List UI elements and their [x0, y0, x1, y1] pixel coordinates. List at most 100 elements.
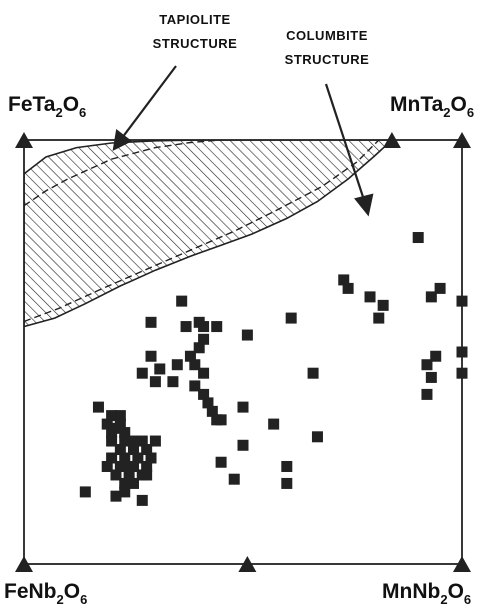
square-marker [110, 469, 122, 481]
square-marker [128, 477, 139, 489]
tapiolite-arrowhead [112, 129, 133, 151]
square-marker [425, 371, 437, 383]
square-marker [434, 282, 446, 294]
square-marker [189, 380, 201, 392]
square-marker [128, 444, 139, 456]
square-marker [92, 401, 104, 413]
square-marker [128, 435, 139, 447]
square-marker [145, 350, 157, 362]
square-marker [101, 418, 113, 430]
corner-label-top-right: MnTa2O6 [390, 93, 474, 120]
square-marker [184, 350, 196, 362]
columbite-arrow [324, 83, 366, 201]
square-marker [456, 346, 468, 358]
square-marker [114, 444, 126, 456]
square-marker [430, 350, 442, 362]
square-marker [136, 494, 148, 506]
square-marker [141, 469, 153, 481]
square-marker [281, 460, 293, 472]
square-marker [342, 282, 354, 294]
square-marker [311, 431, 323, 443]
columbite-label-line1: COLUMBITE [286, 28, 368, 43]
square-marker [364, 291, 376, 303]
square-marker [106, 435, 118, 447]
tapiolite-label-line1: TAPIOLITE [159, 12, 230, 27]
square-marker [198, 367, 210, 379]
square-marker [412, 232, 424, 244]
square-marker [149, 376, 161, 388]
square-marker [119, 477, 131, 489]
corner-label-top-left: FeTa2O6 [8, 93, 86, 120]
square-marker [79, 486, 91, 498]
square-marker [136, 367, 148, 379]
square-marker [119, 452, 131, 464]
square-marker [202, 397, 214, 409]
corner-label-bottom-right: MnNb2O6 [382, 580, 471, 607]
tapiolite-label-line2: STRUCTURE [153, 36, 238, 51]
square-marker [101, 460, 113, 472]
square-marker [215, 414, 227, 426]
square-marker [307, 367, 319, 379]
triangle-marker [15, 556, 33, 572]
square-marker [198, 388, 210, 400]
square-marker [145, 452, 157, 464]
square-marker [373, 312, 385, 324]
square-marker [119, 486, 131, 498]
square-marker [110, 490, 122, 502]
square-marker [421, 388, 433, 400]
square-marker [285, 312, 297, 324]
square-marker [211, 321, 223, 333]
columbite-label-line2: STRUCTURE [285, 52, 370, 67]
square-marker [338, 274, 350, 286]
annotation-arrows [112, 65, 374, 217]
square-marker [132, 452, 144, 464]
square-marker [456, 367, 468, 379]
square-marker [106, 410, 118, 422]
square-marker [193, 342, 205, 354]
tapiolite-field [24, 140, 394, 328]
square-marker [171, 359, 183, 371]
square-marker [425, 291, 437, 303]
square-marker [114, 410, 126, 422]
tapiolite-dashed-boundary [24, 140, 380, 323]
square-marker [237, 401, 249, 413]
square-marker [106, 452, 118, 464]
square-marker [198, 321, 210, 333]
square-marker [145, 316, 157, 328]
triangle-marker [453, 556, 471, 572]
square-marker [206, 405, 218, 417]
square-marker [180, 321, 192, 333]
square-marker [237, 439, 249, 451]
square-marker [377, 299, 389, 311]
data-points [15, 132, 471, 572]
square-marker [119, 435, 131, 447]
tapiolite-dashed-boundary [24, 140, 222, 207]
square-marker [167, 376, 179, 388]
triangle-marker [238, 556, 257, 572]
square-marker [421, 359, 433, 371]
tapiolite-arrow [121, 65, 177, 139]
square-marker [154, 363, 166, 375]
triangle-marker [15, 132, 33, 148]
square-marker [141, 460, 153, 472]
square-marker [228, 473, 240, 485]
square-marker [123, 469, 135, 481]
square-marker [268, 418, 280, 430]
square-marker [189, 359, 201, 371]
square-marker [106, 427, 118, 439]
square-marker [136, 435, 148, 447]
square-marker [456, 295, 468, 307]
square-marker [281, 477, 293, 489]
square-marker [241, 329, 253, 341]
square-marker [141, 444, 153, 456]
square-marker [149, 435, 161, 447]
triangle-marker [453, 132, 471, 148]
square-marker [198, 333, 210, 345]
corner-label-bottom-left: FeNb2O6 [4, 580, 87, 607]
square-marker [176, 295, 188, 307]
square-marker [119, 427, 131, 439]
square-marker [215, 456, 227, 468]
square-marker [114, 460, 126, 472]
triangle-marker [382, 132, 401, 148]
